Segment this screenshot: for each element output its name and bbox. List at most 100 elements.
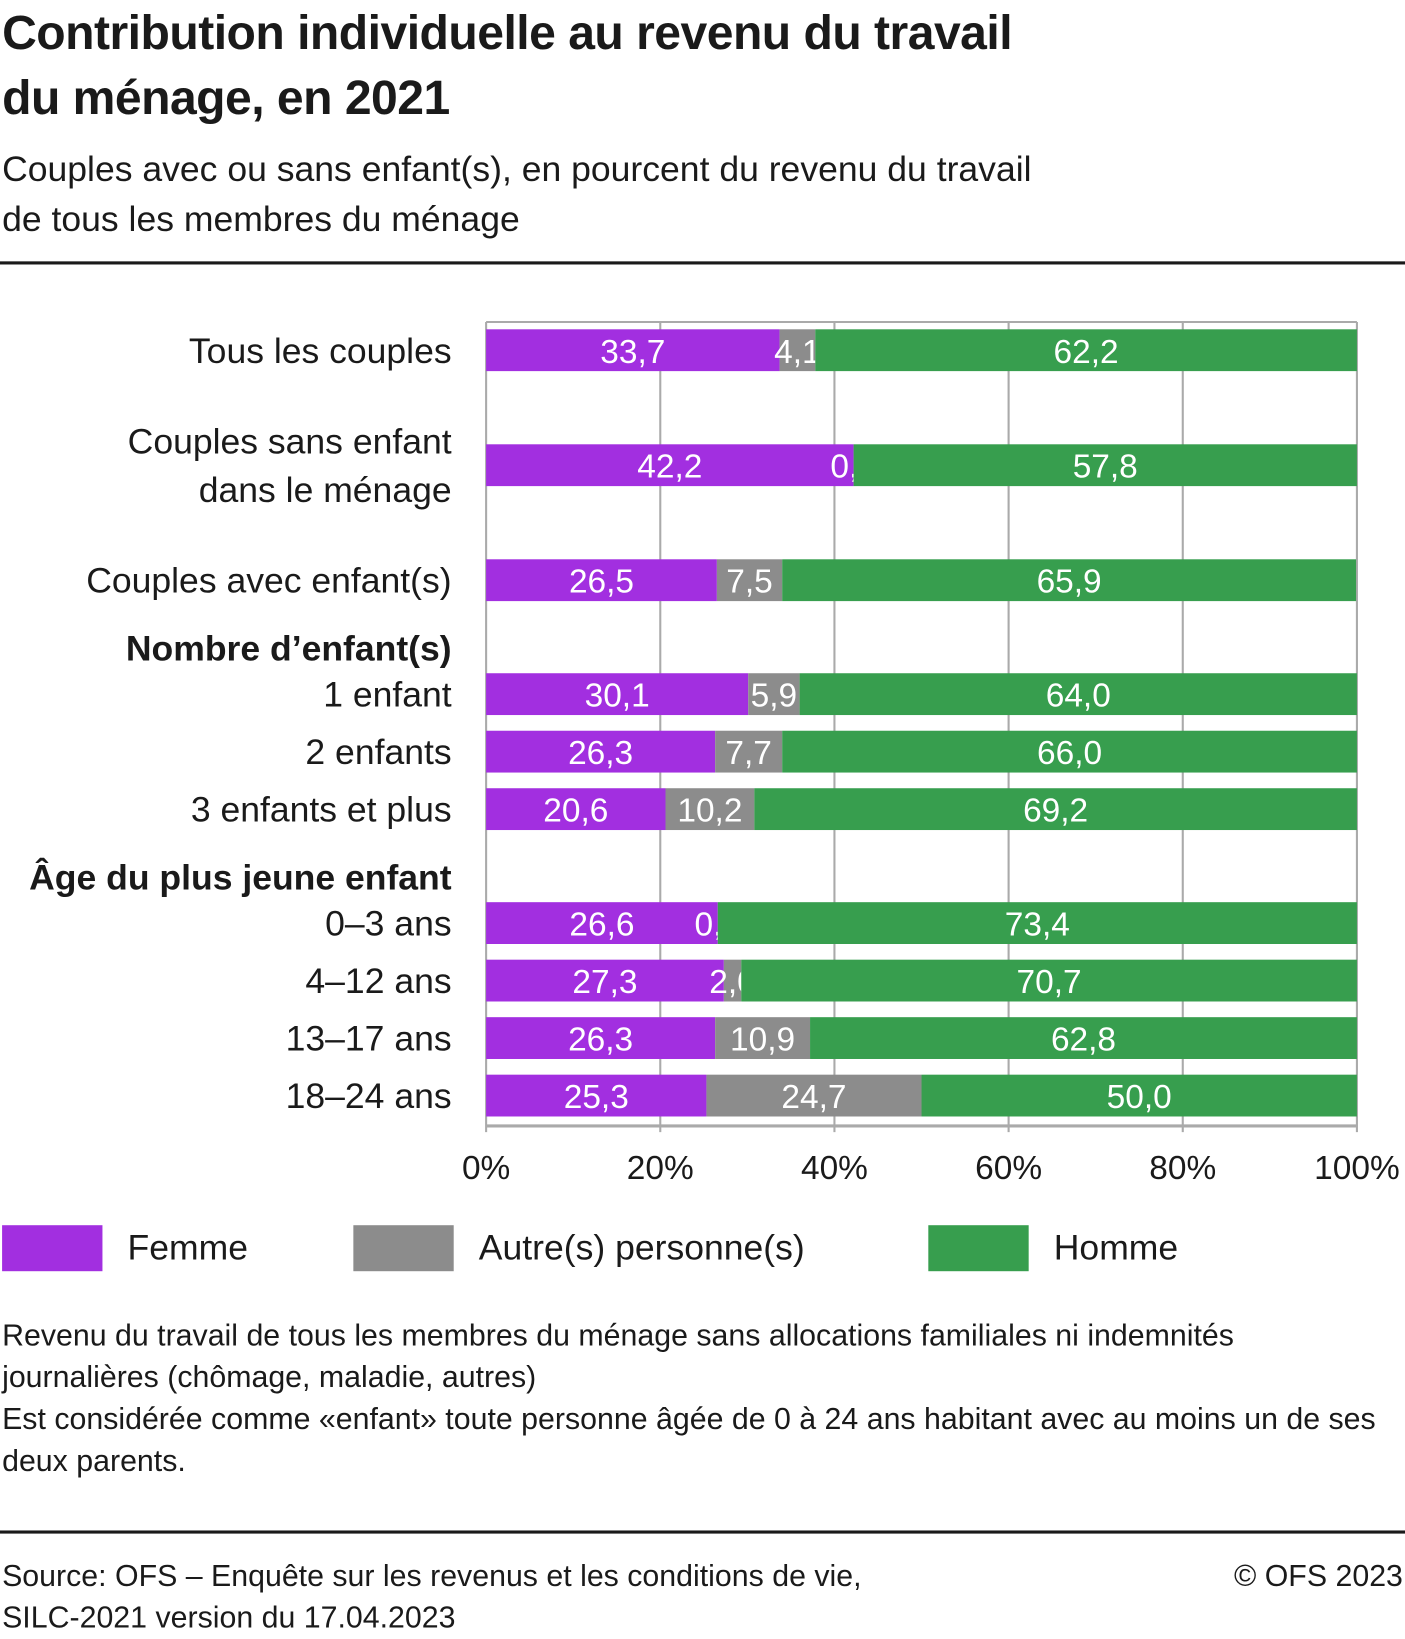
data-label: 7,7 (725, 735, 771, 772)
data-label: 62,8 (1051, 1022, 1116, 1059)
bar-segment-femme (486, 559, 717, 602)
data-label: 50,0 (1107, 1079, 1172, 1116)
chart-notes: Revenu du travail de tous les membres du… (2, 1315, 1382, 1482)
category-label: dans le ménage (199, 470, 452, 510)
data-label: 7,5 (726, 564, 772, 601)
data-label: 64,0 (1046, 678, 1111, 715)
group-heading: Nombre d’enfant(s) (126, 629, 452, 669)
bar-segment-femme (486, 673, 749, 716)
subtitle-line: Couples avec ou sans enfant(s), en pourc… (2, 149, 1032, 190)
data-label: 27,3 (572, 964, 637, 1001)
data-label: 25,3 (564, 1079, 629, 1116)
subtitle-line: de tous les membres du ménage (2, 199, 520, 240)
data-label: 62,2 (1054, 334, 1119, 371)
chart-title: Contribution individuelle au revenu du t… (2, 0, 1256, 130)
data-label: 65,9 (1037, 564, 1102, 601)
x-tick-label: 0% (462, 1150, 510, 1187)
category-label: 18–24 ans (286, 1076, 452, 1116)
legend: Femme Autre(s) personne(s) Homme (0, 1225, 1405, 1273)
x-tick-label: 100% (1314, 1150, 1400, 1187)
bar-segment-femme (486, 902, 718, 944)
bar-segment-autre-s-personne-s- (715, 1017, 811, 1059)
bar-segment-autre-s-personne-s- (715, 730, 783, 773)
legend-swatch (2, 1225, 103, 1272)
top-divider (0, 261, 1405, 265)
legend-swatch (353, 1225, 454, 1272)
data-label: 10,2 (677, 793, 742, 830)
category-label: 2 enfants (305, 732, 451, 772)
bar-segment-homme (782, 559, 1357, 602)
bar-segment-femme (486, 1017, 716, 1059)
bar-segment-autre-s-personne-s- (748, 673, 800, 716)
legend-item-femme: Femme (2, 1225, 249, 1272)
title-line: Contribution individuelle au revenu du t… (2, 5, 1013, 60)
data-label: 69,2 (1023, 793, 1088, 830)
data-label: 33,7 (600, 334, 665, 371)
category-label: Couples avec enfant(s) (86, 561, 451, 601)
note: Est considérée comme «enfant» toute pers… (2, 1402, 1376, 1479)
category-label: 4–12 ans (305, 961, 451, 1001)
bar-segment-homme (717, 902, 1357, 944)
data-label: 20,6 (543, 793, 608, 830)
source: Source: OFS – Enquête sur les revenus et… (2, 1556, 861, 1639)
bar-segment-femme (486, 788, 666, 831)
bar-segment-homme (815, 329, 1357, 372)
chart-subtitle: Couples avec ou sans enfant(s), en pourc… (2, 144, 1256, 244)
bottom-divider (0, 1530, 1405, 1534)
category-label: 3 enfants et plus (191, 790, 452, 830)
bar-segment-homme (754, 788, 1357, 831)
copyright: © OFS 2023 (1233, 1559, 1403, 1594)
bar-segment-femme (486, 730, 716, 773)
data-label: 26,3 (568, 1022, 633, 1059)
bar-segment-homme (810, 1017, 1357, 1059)
bar-segment-femme (486, 329, 780, 372)
bar-segment-femme (486, 959, 724, 1002)
bar-segment-autre-s-personne-s- (779, 329, 816, 372)
data-label: 70,7 (1017, 964, 1082, 1001)
data-label: 26,3 (568, 735, 633, 772)
data-label: 24,7 (781, 1079, 846, 1116)
data-label: 10,9 (730, 1022, 795, 1059)
legend-swatch (928, 1225, 1029, 1272)
category-label: 1 enfant (323, 675, 452, 715)
x-tick-label: 40% (801, 1150, 868, 1187)
bar-segment-homme (799, 673, 1357, 716)
x-tick-label: 60% (975, 1150, 1042, 1187)
data-label: 73,4 (1005, 907, 1070, 944)
note: Revenu du travail de tous les membres du… (2, 1319, 1234, 1395)
data-label: 5,9 (751, 678, 797, 715)
legend-item-autres: Autre(s) personne(s) (353, 1225, 805, 1272)
data-label: 26,6 (569, 907, 634, 944)
title-line: du ménage, en 2021 (2, 70, 450, 125)
data-label: 42,2 (637, 449, 702, 486)
bar-segment-autre-s-personne-s- (706, 1074, 922, 1117)
data-label: 26,5 (569, 564, 634, 601)
x-tick-label: 80% (1149, 1150, 1216, 1187)
bar-segment-femme (486, 444, 854, 487)
data-label: 30,1 (585, 678, 650, 715)
group-heading: Âge du plus jeune enfant (29, 858, 452, 898)
category-label: 13–17 ans (286, 1019, 452, 1059)
bar-segment-autre-s-personne-s- (716, 559, 783, 602)
source-line: Source: OFS – Enquête sur les revenus et… (2, 1559, 862, 1594)
bar-segment-homme (853, 444, 1357, 487)
data-label: 57,8 (1073, 449, 1138, 486)
legend-label: Autre(s) personne(s) (478, 1227, 805, 1268)
category-label: Tous les couples (189, 331, 452, 371)
bar-segment-autre-s-personne-s- (665, 788, 755, 831)
bar-chart: 0% 20% 40% 60% 80% 100% 33,7 4,1 62,2 Tous les co… (29, 320, 1400, 1187)
source-line: SILC-2021 version du 17.04.2023 (2, 1601, 456, 1636)
bar-segment-homme (782, 730, 1357, 773)
x-tick-label: 20% (627, 1150, 694, 1187)
legend-item-homme: Homme (928, 1225, 1179, 1272)
bar-segment-homme (741, 959, 1357, 1002)
legend-label: Homme (1053, 1227, 1179, 1268)
legend-label: Femme (127, 1227, 249, 1268)
bar-segment-homme (921, 1074, 1357, 1117)
data-label: 4,1 (774, 334, 820, 371)
category-label: 0–3 ans (325, 904, 451, 944)
category-label: Couples sans enfant (128, 422, 452, 462)
data-label: 66,0 (1037, 735, 1102, 772)
bar-segment-autre-s-personne-s- (723, 959, 742, 1002)
